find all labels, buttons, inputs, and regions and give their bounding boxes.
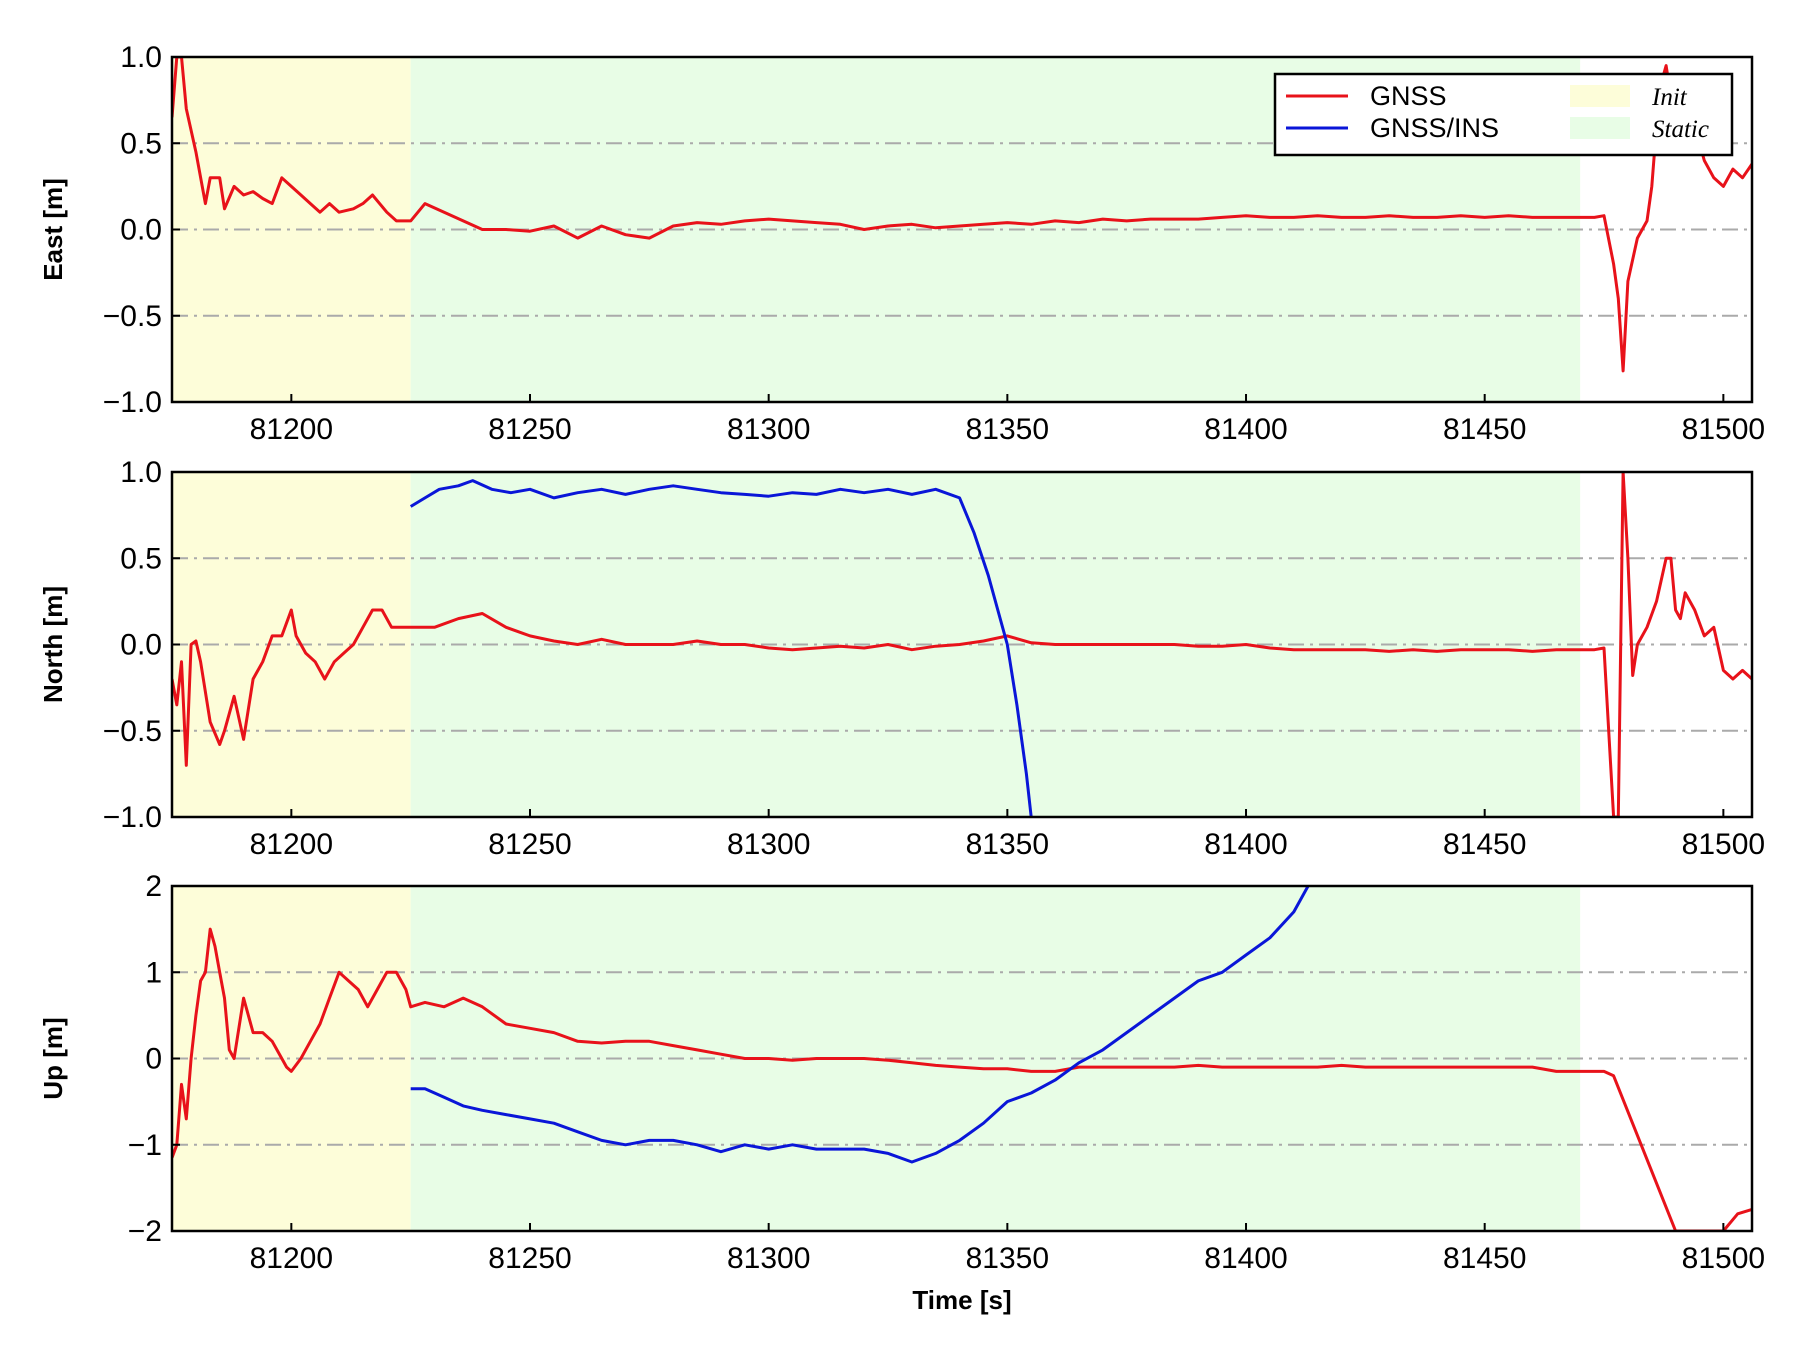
xlabel: Time [s]: [912, 1285, 1011, 1315]
panel3-xtick-label: 81350: [966, 1242, 1049, 1275]
panel2-xtick-label: 81300: [727, 828, 810, 861]
panel2-xtick-label: 81450: [1443, 828, 1526, 861]
legend-box: [1273, 72, 1734, 157]
panel2-series-gnss: [172, 472, 1752, 817]
panel2-xtick-label: 81400: [1204, 828, 1287, 861]
legend-label-static: Static: [1652, 116, 1709, 143]
panel2-xtick-label: 81500: [1682, 828, 1765, 861]
panel1-ytick-label: −1.0: [103, 386, 162, 419]
panel2-ytick-label: −0.5: [103, 715, 162, 748]
panel3-xtick-label: 81250: [488, 1242, 571, 1275]
legend-swatch-static: [1570, 117, 1630, 139]
panel3-xtick-label: 81500: [1682, 1242, 1765, 1275]
panel3-ytick-label: 1: [145, 956, 162, 989]
panel1-xtick-label: 81200: [250, 413, 333, 446]
panel3: −2 −1 0 1 2 81200 81250 81300 81350 81400 81450 815…: [38, 870, 1765, 1315]
panel2-series-gnss-ins: [409, 479, 1033, 817]
panel2-xtick-label: 81200: [250, 828, 333, 861]
panel1-series-gnss: [172, 57, 1752, 373]
panel1-ylabel: East [m]: [38, 178, 68, 281]
legend-swatch-init: [1570, 85, 1630, 107]
panel3-ylabel: Up [m]: [38, 1017, 68, 1099]
legend-label-gnss: GNSS: [1370, 81, 1447, 111]
panel1-xtick-label: 81350: [966, 413, 1049, 446]
panel3-xtick-label: 81300: [727, 1242, 810, 1275]
panel2-ytick-label: 0.5: [120, 542, 162, 575]
panel1-xtick-label: 81500: [1682, 413, 1765, 446]
panel3-xtick-label: 81450: [1443, 1242, 1526, 1275]
legend-label-gnss-ins: GNSS/INS: [1370, 113, 1499, 143]
panel1-ytick-label: 1.0: [120, 41, 162, 74]
panel1-ytick-label: 0.5: [120, 127, 162, 160]
panel2-ylabel: North [m]: [38, 586, 68, 703]
panel2: −1.0 −0.5 0.0 0.5 1.0 81200 81250 81300 81350 814…: [38, 456, 1765, 861]
panel1-xtick-label: 81450: [1443, 413, 1526, 446]
panel1-xtick-label: 81400: [1204, 413, 1287, 446]
panel2-ytick-label: 1.0: [120, 456, 162, 489]
panel3-xtick-label: 81400: [1204, 1242, 1287, 1275]
panel1-xtick-label: 81250: [488, 413, 571, 446]
panel3-series-gnss-ins: [410, 886, 1310, 1164]
panel1-xtick-label: 81300: [727, 413, 810, 446]
panel3-ytick-label: −2: [128, 1215, 162, 1248]
panel3-xtick-label: 81200: [250, 1242, 333, 1275]
panel3-ytick-label: 0: [145, 1043, 162, 1076]
panel2-ytick-label: 0.0: [120, 629, 162, 662]
panel3-ytick-label: −1: [128, 1129, 162, 1162]
panel3-series-gnss: [172, 927, 1752, 1231]
legend-label-init: Init: [1651, 84, 1688, 111]
panel2-xtick-label: 81350: [966, 828, 1049, 861]
panel3-ytick-label: 2: [145, 870, 162, 903]
panel1-ytick-label: −0.5: [103, 300, 162, 333]
panel2-ytick-label: −1.0: [103, 801, 162, 834]
panel1-ytick-label: 0.0: [120, 214, 162, 247]
panel2-xtick-label: 81250: [488, 828, 571, 861]
